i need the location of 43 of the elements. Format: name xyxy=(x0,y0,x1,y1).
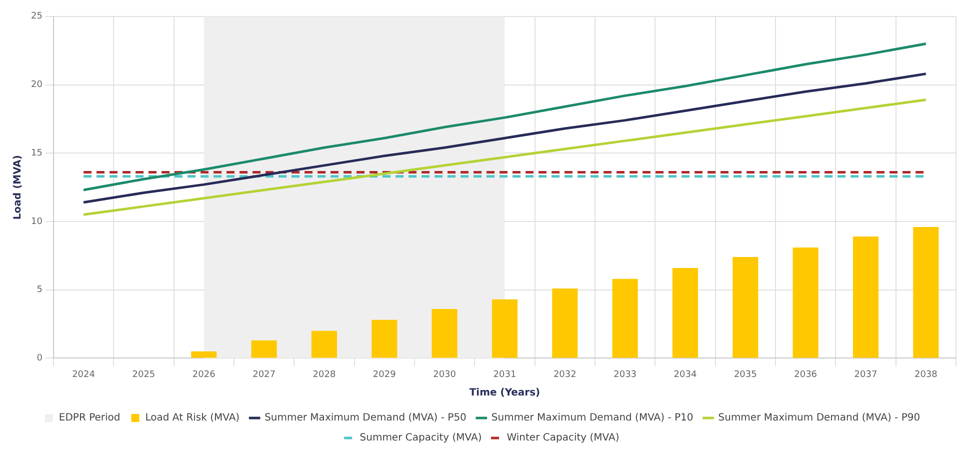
bar xyxy=(311,330,338,358)
legend-label: Summer Maximum Demand (MVA) - P90 xyxy=(718,412,920,424)
bar xyxy=(792,247,818,358)
x-tick-label: 2031 xyxy=(493,370,516,380)
legend-label: Winter Capacity (MVA) xyxy=(506,432,620,444)
y-tick-label: 20 xyxy=(31,80,43,90)
x-tick-label: 2033 xyxy=(614,370,637,380)
x-tick-label: 2024 xyxy=(72,370,96,380)
y-tick-label: 25 xyxy=(31,12,42,22)
y-tick-label: 0 xyxy=(36,354,43,364)
legend-label: Summer Capacity (MVA) xyxy=(360,432,482,444)
x-tick-label: 2027 xyxy=(252,370,276,380)
y-tick-label: 15 xyxy=(31,148,42,158)
bar xyxy=(552,288,578,358)
bar xyxy=(612,278,638,358)
x-axis-title: Time (Years) xyxy=(469,388,540,399)
legend-label: Summer Maximum Demand (MVA) - P10 xyxy=(491,412,694,424)
bar xyxy=(732,257,758,358)
y-tick-label: 5 xyxy=(36,285,42,296)
legend-label: Summer Maximum Demand (MVA) - P50 xyxy=(264,412,466,424)
bar xyxy=(432,308,458,358)
x-tick-label: 2034 xyxy=(674,370,697,380)
x-tick-label: 2029 xyxy=(372,370,396,380)
legend-label: Load At Risk (MVA) xyxy=(145,412,240,424)
x-tick-label: 2025 xyxy=(132,370,156,380)
x-tick-label: 2026 xyxy=(192,370,216,380)
x-tick-label: 2030 xyxy=(433,370,456,380)
x-tick-label: 2038 xyxy=(914,370,938,380)
x-tick-label: 2028 xyxy=(312,370,336,380)
legend-label: EDPR Period xyxy=(58,412,120,424)
bar xyxy=(852,236,879,358)
bar xyxy=(251,340,277,358)
bar xyxy=(913,226,939,358)
x-tick-label: 2036 xyxy=(794,370,818,380)
x-tick-label: 2032 xyxy=(553,370,576,380)
x-tick-label: 2035 xyxy=(734,370,757,380)
bar xyxy=(191,351,217,358)
y-tick-label: 10 xyxy=(31,216,43,227)
x-tick-label: 2037 xyxy=(854,370,878,380)
bar xyxy=(372,320,398,358)
y-axis-title: Load (MVA) xyxy=(12,155,24,220)
bar xyxy=(672,268,698,358)
bar xyxy=(492,299,518,358)
